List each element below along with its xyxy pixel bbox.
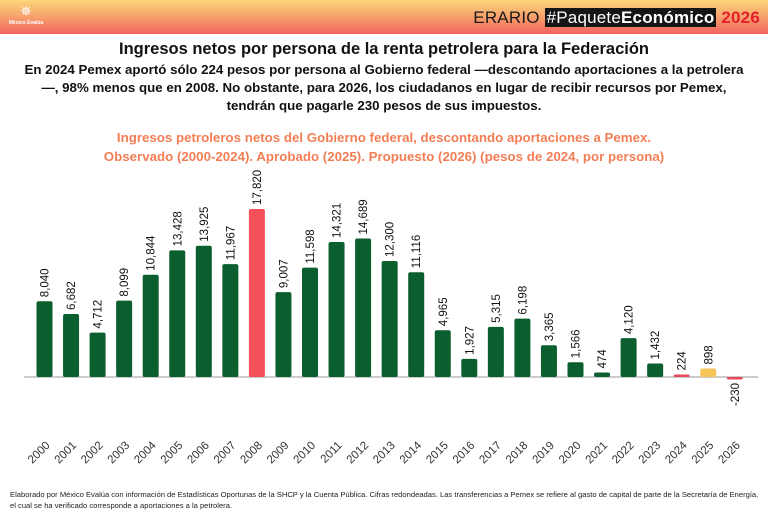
x-tick-label-2003: 2003 (106, 440, 133, 467)
brand-erario: ERARIO (473, 8, 540, 27)
x-tick-label-2010: 2010 (292, 440, 319, 467)
x-tick-label-2014: 2014 (398, 439, 425, 466)
bar-2019 (540, 345, 557, 377)
data-label-2014: 11,116 (411, 235, 423, 268)
data-label-2012: 14,689 (358, 199, 370, 234)
data-label-2006: 13,925 (199, 207, 211, 242)
bar-2005 (169, 250, 186, 377)
x-tick-label-2024: 2024 (663, 439, 690, 466)
brand-year: 2026 (721, 8, 760, 27)
chart-title: Ingresos petroleros netos del Gobierno f… (116, 130, 652, 145)
x-tick-label-2019: 2019 (530, 440, 557, 467)
x-tick-label-2006: 2006 (185, 440, 212, 467)
x-tick-label-2023: 2023 (637, 440, 664, 467)
x-tick-label-2025: 2025 (690, 440, 717, 467)
x-tick-label-2022: 2022 (610, 440, 637, 467)
bar-2023 (647, 363, 664, 377)
bar-2000 (36, 301, 53, 377)
data-label-2016: 1,927 (464, 326, 476, 355)
data-label-2003: 8,099 (119, 268, 131, 297)
logo-text: México Evalúa (8, 20, 44, 26)
x-tick-label-2002: 2002 (79, 440, 106, 467)
header-banner: ✵ México Evalúa ERARIO #PaqueteEconómico… (0, 0, 768, 34)
bar-2020 (567, 362, 584, 377)
bar-2018 (514, 318, 531, 377)
bar-2025 (700, 368, 717, 377)
bar-2011 (328, 241, 345, 377)
bar-chart: 8,040 2000 6,682 2001 4,712 2002 8,099 2003 10,8… (24, 170, 758, 467)
x-tick-label-2004: 2004 (132, 439, 159, 466)
bar-2010 (302, 267, 318, 377)
x-tick-label-2026: 2026 (716, 440, 743, 467)
x-tick-label-2007: 2007 (212, 440, 239, 467)
data-label-2008: 17,820 (252, 170, 264, 205)
x-tick-label-2001: 2001 (53, 440, 80, 467)
x-tick-label-2018: 2018 (504, 440, 531, 467)
bar-2017 (487, 326, 504, 377)
brand-hashtag: #PaqueteEconómico (544, 8, 717, 27)
data-label-2000: 8,040 (40, 268, 52, 297)
logo-star-icon: ✵ (20, 3, 32, 19)
data-label-2020: 1,566 (571, 329, 583, 358)
data-label-2005: 13,428 (172, 211, 184, 246)
bar-2026 (726, 377, 743, 380)
x-tick-label-2000: 2000 (26, 440, 53, 467)
data-label-2004: 10,844 (146, 235, 158, 271)
bar-2001 (63, 314, 80, 377)
x-tick-label-2016: 2016 (451, 440, 478, 467)
data-label-2019: 3,365 (544, 312, 556, 341)
bar-2012 (355, 238, 372, 377)
x-tick-label-2017: 2017 (477, 440, 504, 467)
data-label-2022: 4,120 (624, 305, 636, 334)
bar-2006 (195, 245, 212, 377)
chart-subtitle: Observado (2000-2024). Aprobado (2025). … (103, 149, 665, 164)
bar-2024 (673, 374, 690, 377)
bar-2007 (222, 264, 239, 377)
brand-bold: Económico (621, 8, 715, 27)
bar-2013 (381, 261, 398, 377)
chart-title-block: Ingresos petroleros netos del Gobierno f… (0, 128, 768, 166)
mexico-evalua-logo: ✵ México Evalúa (6, 3, 46, 27)
x-tick-label-2013: 2013 (371, 440, 398, 467)
footer-note: Elaborado por México Evalúa con informac… (10, 490, 759, 510)
bar-2009 (275, 292, 292, 377)
x-tick-label-2021: 2021 (584, 440, 611, 467)
data-label-2021: 474 (597, 349, 609, 369)
data-label-2013: 12,300 (385, 222, 397, 257)
bar-2008 (248, 209, 265, 377)
page-subtitle: En 2024 Pemex aportó sólo 224 pesos por … (24, 62, 744, 113)
data-label-2017: 5,315 (491, 294, 503, 323)
data-label-2007: 11,967 (225, 226, 237, 260)
data-label-2015: 4,965 (438, 297, 450, 326)
page-title: Ingresos netos por persona de la renta p… (119, 40, 649, 58)
x-tick-label-2015: 2015 (424, 440, 451, 467)
data-label-2025: 898 (703, 345, 715, 364)
data-label-2026: -230 (730, 383, 742, 406)
bar-2003 (116, 300, 133, 377)
data-label-2024: 224 (677, 351, 689, 371)
x-tick-label-2005: 2005 (159, 440, 186, 467)
bar-2016 (461, 358, 478, 377)
x-tick-label-2012: 2012 (345, 440, 372, 467)
data-label-2001: 6,682 (66, 281, 78, 310)
bar-2002 (89, 332, 106, 377)
data-label-2023: 1,432 (650, 331, 662, 360)
bar-2004 (142, 274, 159, 377)
bar-2021 (594, 372, 611, 377)
data-label-2009: 9,007 (278, 259, 290, 288)
x-tick-label-2008: 2008 (238, 440, 265, 467)
x-tick-label-2011: 2011 (319, 440, 345, 466)
data-label-2018: 6,198 (517, 286, 529, 315)
x-tick-label-2020: 2020 (557, 440, 584, 467)
bar-2022 (620, 338, 637, 377)
brand-hash: #Paquete (546, 8, 621, 27)
x-tick-label-2009: 2009 (265, 440, 292, 467)
data-label-2011: 14,321 (332, 203, 344, 238)
data-label-2010: 11,598 (305, 229, 317, 263)
bar-2015 (434, 330, 451, 377)
data-label-2002: 4,712 (93, 300, 105, 329)
bar-2014 (408, 272, 425, 377)
erario-brand: ERARIO #PaqueteEconómico 2026 (473, 8, 760, 28)
